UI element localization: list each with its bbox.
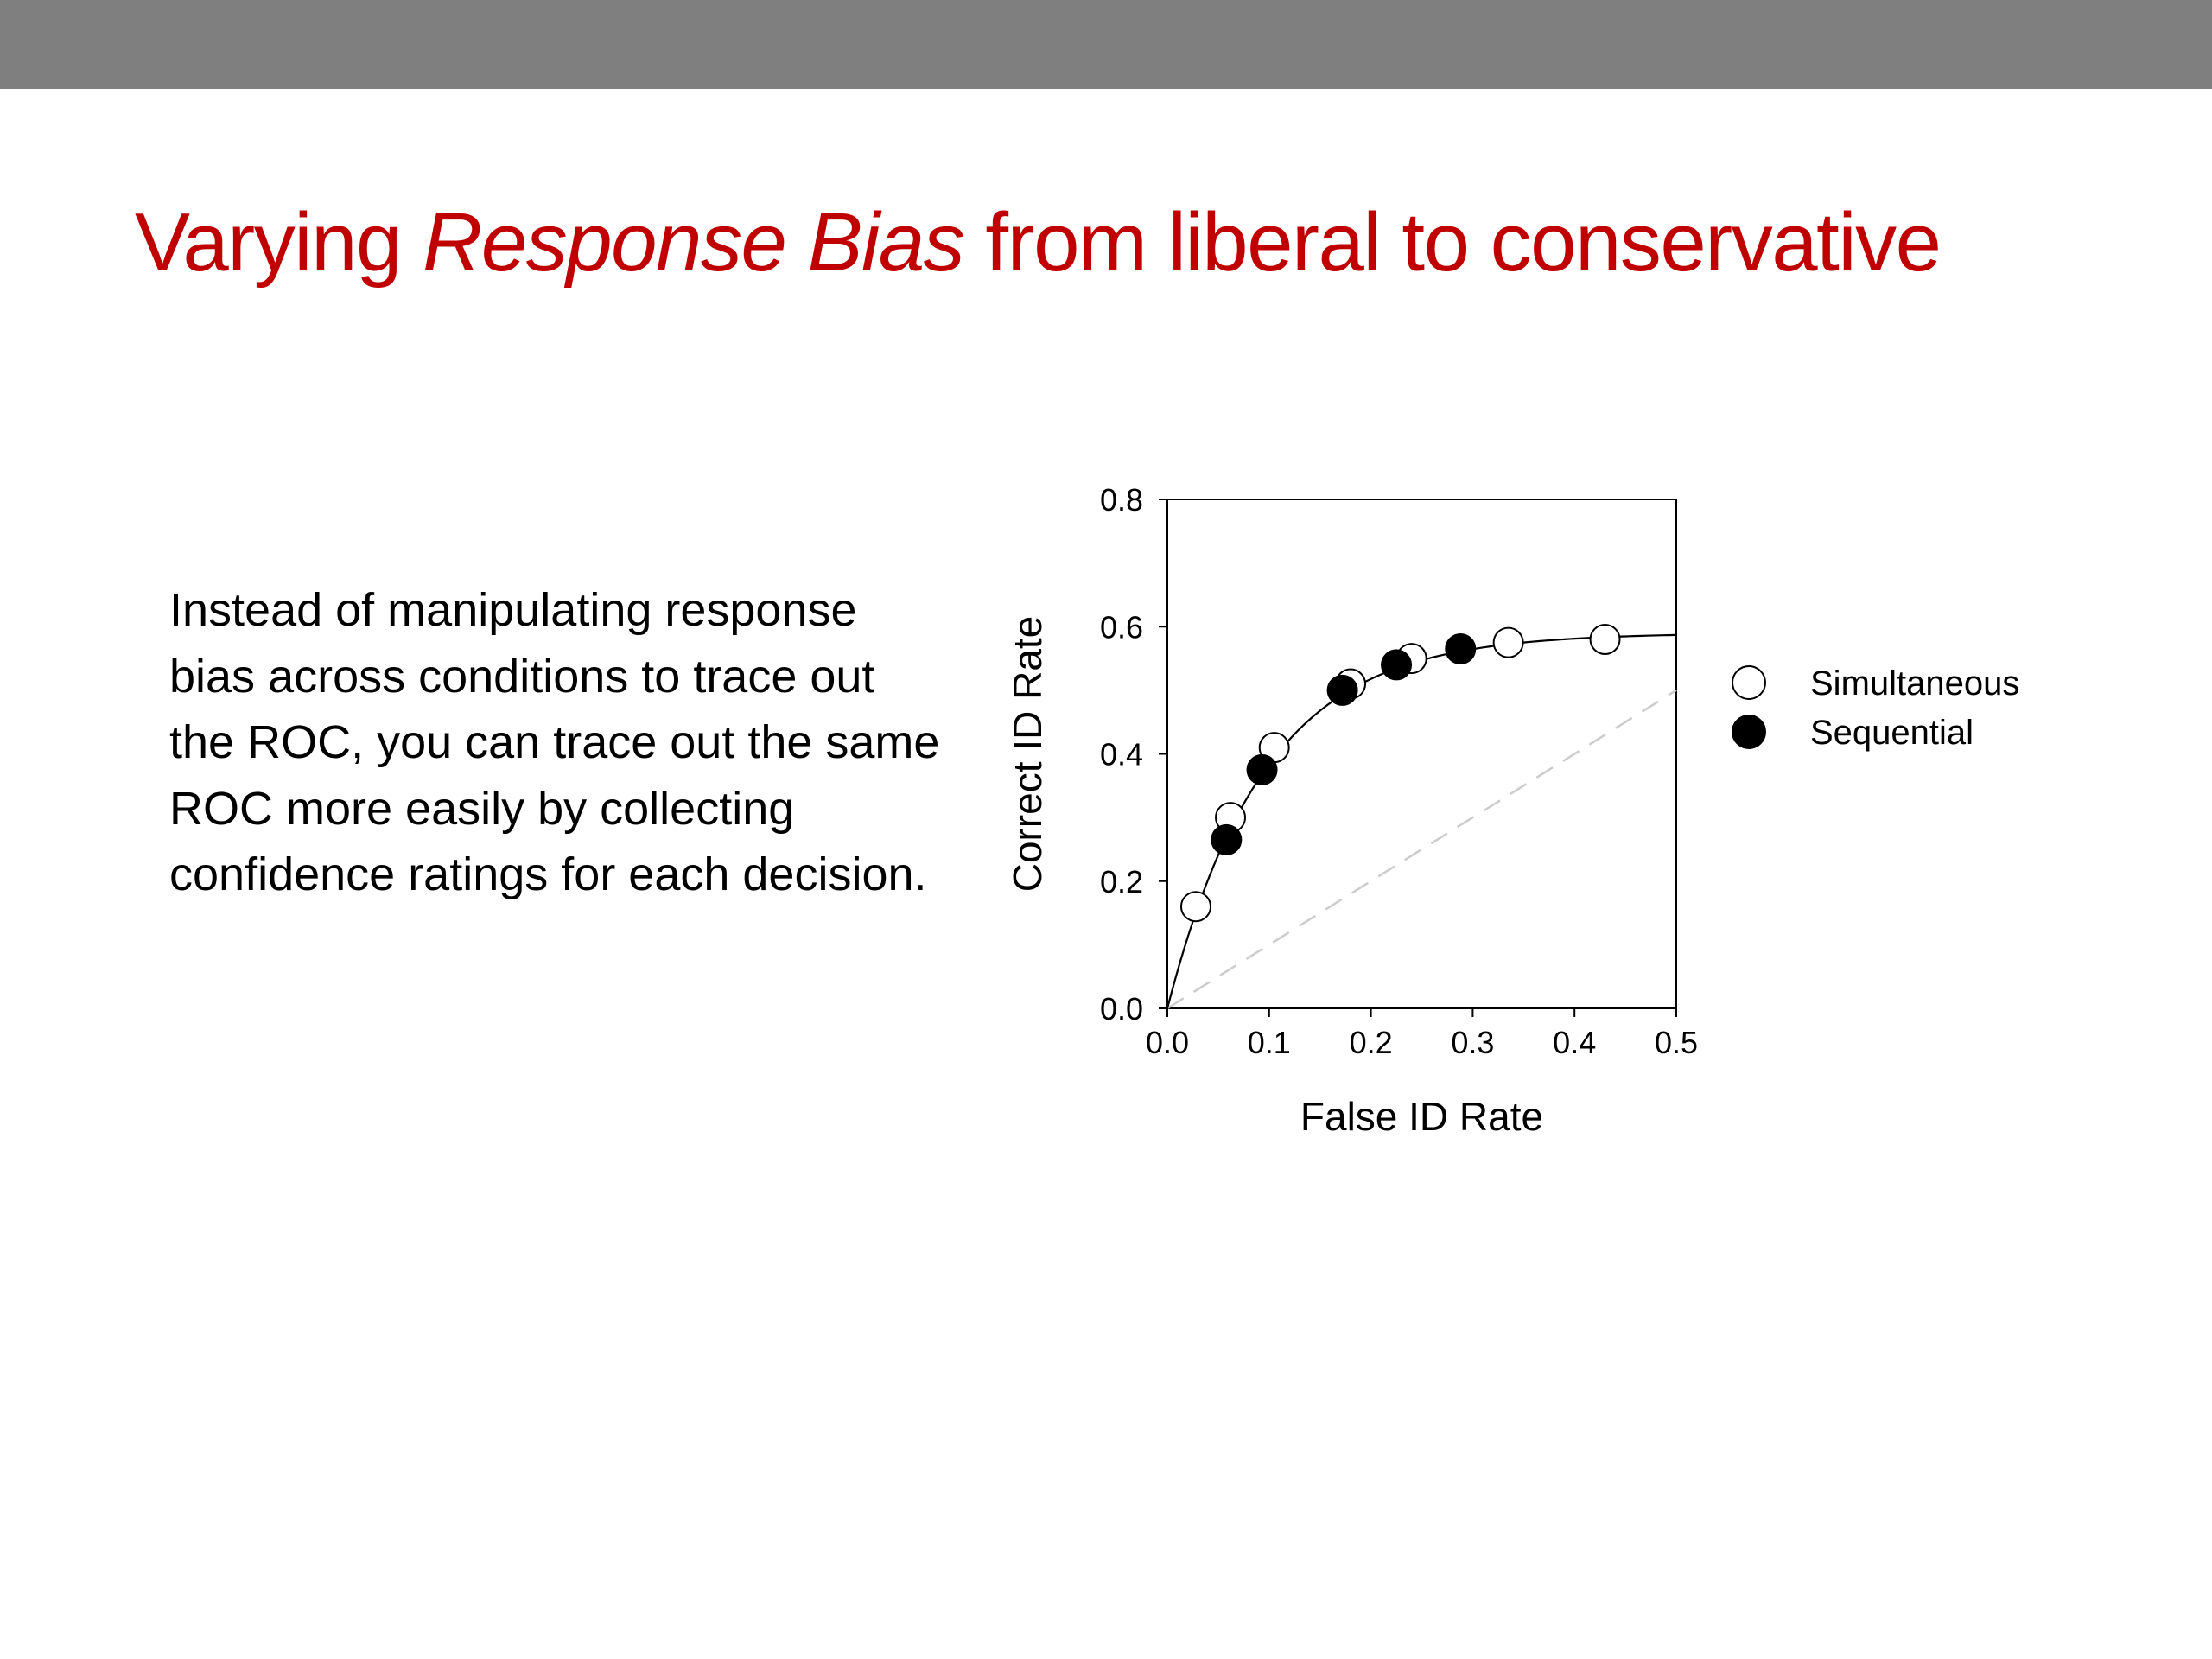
x-tick-label: 0.3 [1451,1025,1494,1060]
x-tick-label: 0.5 [1655,1025,1698,1060]
slide-title: Varying Response Bias from liberal to co… [135,196,1942,289]
plot-frame [1166,499,1677,1009]
legend-marker-simultaneous [1732,665,1766,700]
y-tick-label: 0.8 [1100,482,1143,518]
data-points [1179,623,1621,923]
sequential-point [1445,633,1477,665]
body-text: Instead of manipulating response bias ac… [169,584,940,900]
simultaneous-point [1179,891,1211,923]
sequential-point [1246,753,1278,785]
x-tick-label: 0.2 [1350,1025,1393,1060]
sequential-point [1211,823,1243,855]
roc-chart: 0.0 0.1 0.2 0.3 0.4 0.5 0.0 0.2 0.4 0.6 0.8 False… [1005,482,2019,1139]
y-tick-label: 0.4 [1100,737,1143,772]
sequential-point [1381,649,1413,681]
simultaneous-point [1492,626,1524,658]
x-axis-label: False ID Rate [1300,1094,1543,1139]
y-axis-ticks: 0.0 0.2 0.4 0.6 0.8 [1100,482,1167,1027]
sequential-point [1326,674,1358,706]
title-emphasis: Response Bias [423,196,965,289]
legend-label-simultaneous: Simultaneous [1810,664,2019,702]
legend-label-sequential: Sequential [1810,714,1974,752]
top-bar [0,0,2212,89]
title-part-after: from liberal to conservative [963,196,1942,289]
x-tick-label: 0.0 [1146,1025,1189,1060]
y-tick-label: 0.6 [1100,609,1143,645]
legend-marker-sequential [1732,715,1766,749]
title-part-before: Varying [135,196,423,289]
y-axis-label: Correct ID Rate [1005,616,1050,893]
x-tick-label: 0.4 [1553,1025,1596,1060]
y-tick-label: 0.0 [1100,991,1143,1027]
x-axis-ticks: 0.0 0.1 0.2 0.3 0.4 0.5 [1146,1008,1698,1060]
simultaneous-point [1589,623,1621,655]
y-tick-label: 0.2 [1100,864,1143,899]
x-tick-label: 0.1 [1248,1025,1291,1060]
chance-line [1166,689,1677,1010]
legend: Simultaneous Sequential [1732,664,2019,752]
